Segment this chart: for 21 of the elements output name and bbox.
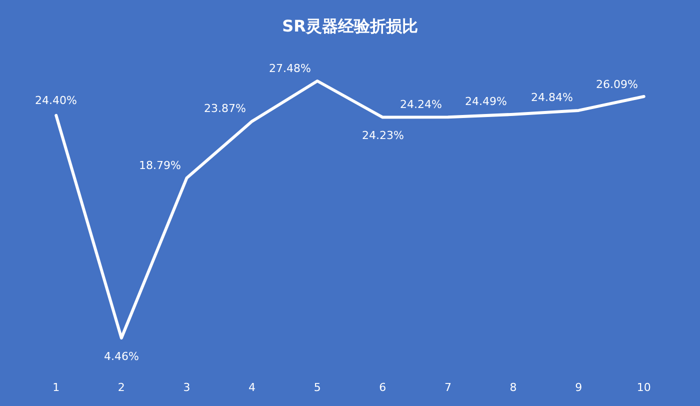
x-tick-label: 6	[379, 381, 386, 394]
data-label: 24.23%	[362, 129, 404, 142]
data-label: 18.79%	[139, 159, 181, 172]
x-tick-label: 2	[118, 381, 125, 394]
x-tick-label: 1	[52, 381, 60, 394]
x-tick-label: 8	[510, 381, 517, 394]
x-tick-label: 10	[636, 381, 651, 394]
data-label: 24.49%	[465, 95, 507, 108]
data-label: 27.48%	[269, 62, 311, 75]
data-label: 24.24%	[400, 98, 442, 111]
x-tick-label: 4	[248, 381, 256, 394]
data-label: 23.87%	[204, 102, 246, 115]
x-tick-label: 3	[183, 381, 190, 394]
x-tick-label: 5	[314, 381, 321, 394]
x-tick-label: 9	[575, 381, 582, 394]
data-label: 24.40%	[35, 94, 77, 107]
chart-title: SR灵器经验折损比	[282, 16, 418, 36]
x-tick-label: 7	[444, 381, 452, 394]
data-label: 26.09%	[596, 78, 638, 91]
data-label: 4.46%	[104, 350, 139, 363]
data-label: 24.84%	[531, 91, 573, 104]
